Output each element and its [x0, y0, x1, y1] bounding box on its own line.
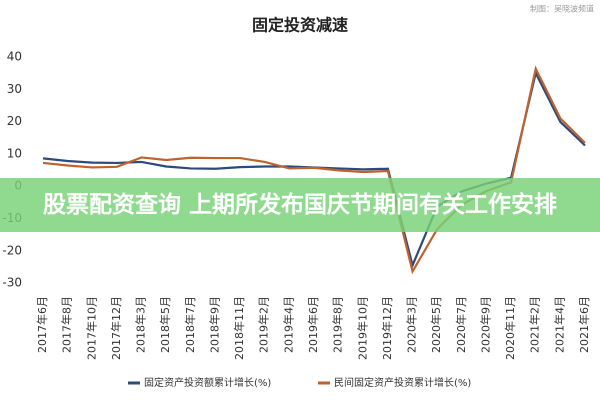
x-tick-label: 2020年7月	[454, 296, 468, 353]
x-tick-label: 2019年6月	[306, 296, 320, 353]
x-tick-label: 2019年8月	[331, 296, 345, 353]
y-tick-label: -30	[2, 276, 22, 290]
x-tick-label: 2018年11月	[232, 296, 246, 360]
x-tick-label: 2021年4月	[552, 296, 566, 353]
series-line	[42, 69, 586, 269]
legend-label: 民间固定资产投资累计增长(%)	[334, 376, 471, 389]
x-tick-label: 2019年10月	[355, 296, 369, 360]
x-tick-label: 2017年6月	[35, 296, 49, 353]
x-tick-label: 2019年12月	[380, 296, 394, 360]
x-tick-label: 2018年9月	[207, 296, 221, 353]
x-tick-label: 2019年2月	[257, 296, 271, 353]
x-tick-label: 2017年10月	[84, 296, 98, 360]
x-tick-label: 2018年7月	[183, 296, 197, 353]
x-tick-label: 2020年11月	[503, 296, 517, 360]
y-tick-label: 30	[7, 82, 22, 96]
overlay-banner[interactable]: 股票配资查询 上期所发布国庆节期间有关工作安排	[0, 178, 600, 232]
y-tick-label: -20	[2, 243, 22, 257]
x-tick-label: 2021年2月	[528, 296, 542, 353]
chart-title: 固定投资减速	[252, 16, 348, 35]
y-tick-label: 20	[7, 114, 22, 128]
x-tick-label: 2018年5月	[158, 296, 172, 353]
y-tick-label: 40	[7, 50, 22, 64]
x-tick-label: 2020年3月	[405, 296, 419, 353]
source-note: 制图：吴晓波频道	[530, 4, 594, 14]
x-tick-label: 2018年3月	[134, 296, 148, 353]
y-tick-label: 10	[7, 146, 22, 160]
x-tick-label: 2021年6月	[577, 296, 591, 353]
x-tick-label: 2020年5月	[429, 296, 443, 353]
x-tick-label: 2020年9月	[478, 296, 492, 353]
x-tick-label: 2017年8月	[60, 296, 74, 353]
x-tick-label: 2017年12月	[109, 296, 123, 360]
series-line	[42, 65, 586, 275]
x-tick-label: 2019年4月	[281, 296, 295, 353]
legend-label: 固定资产投资额累计增长(%)	[144, 376, 271, 389]
